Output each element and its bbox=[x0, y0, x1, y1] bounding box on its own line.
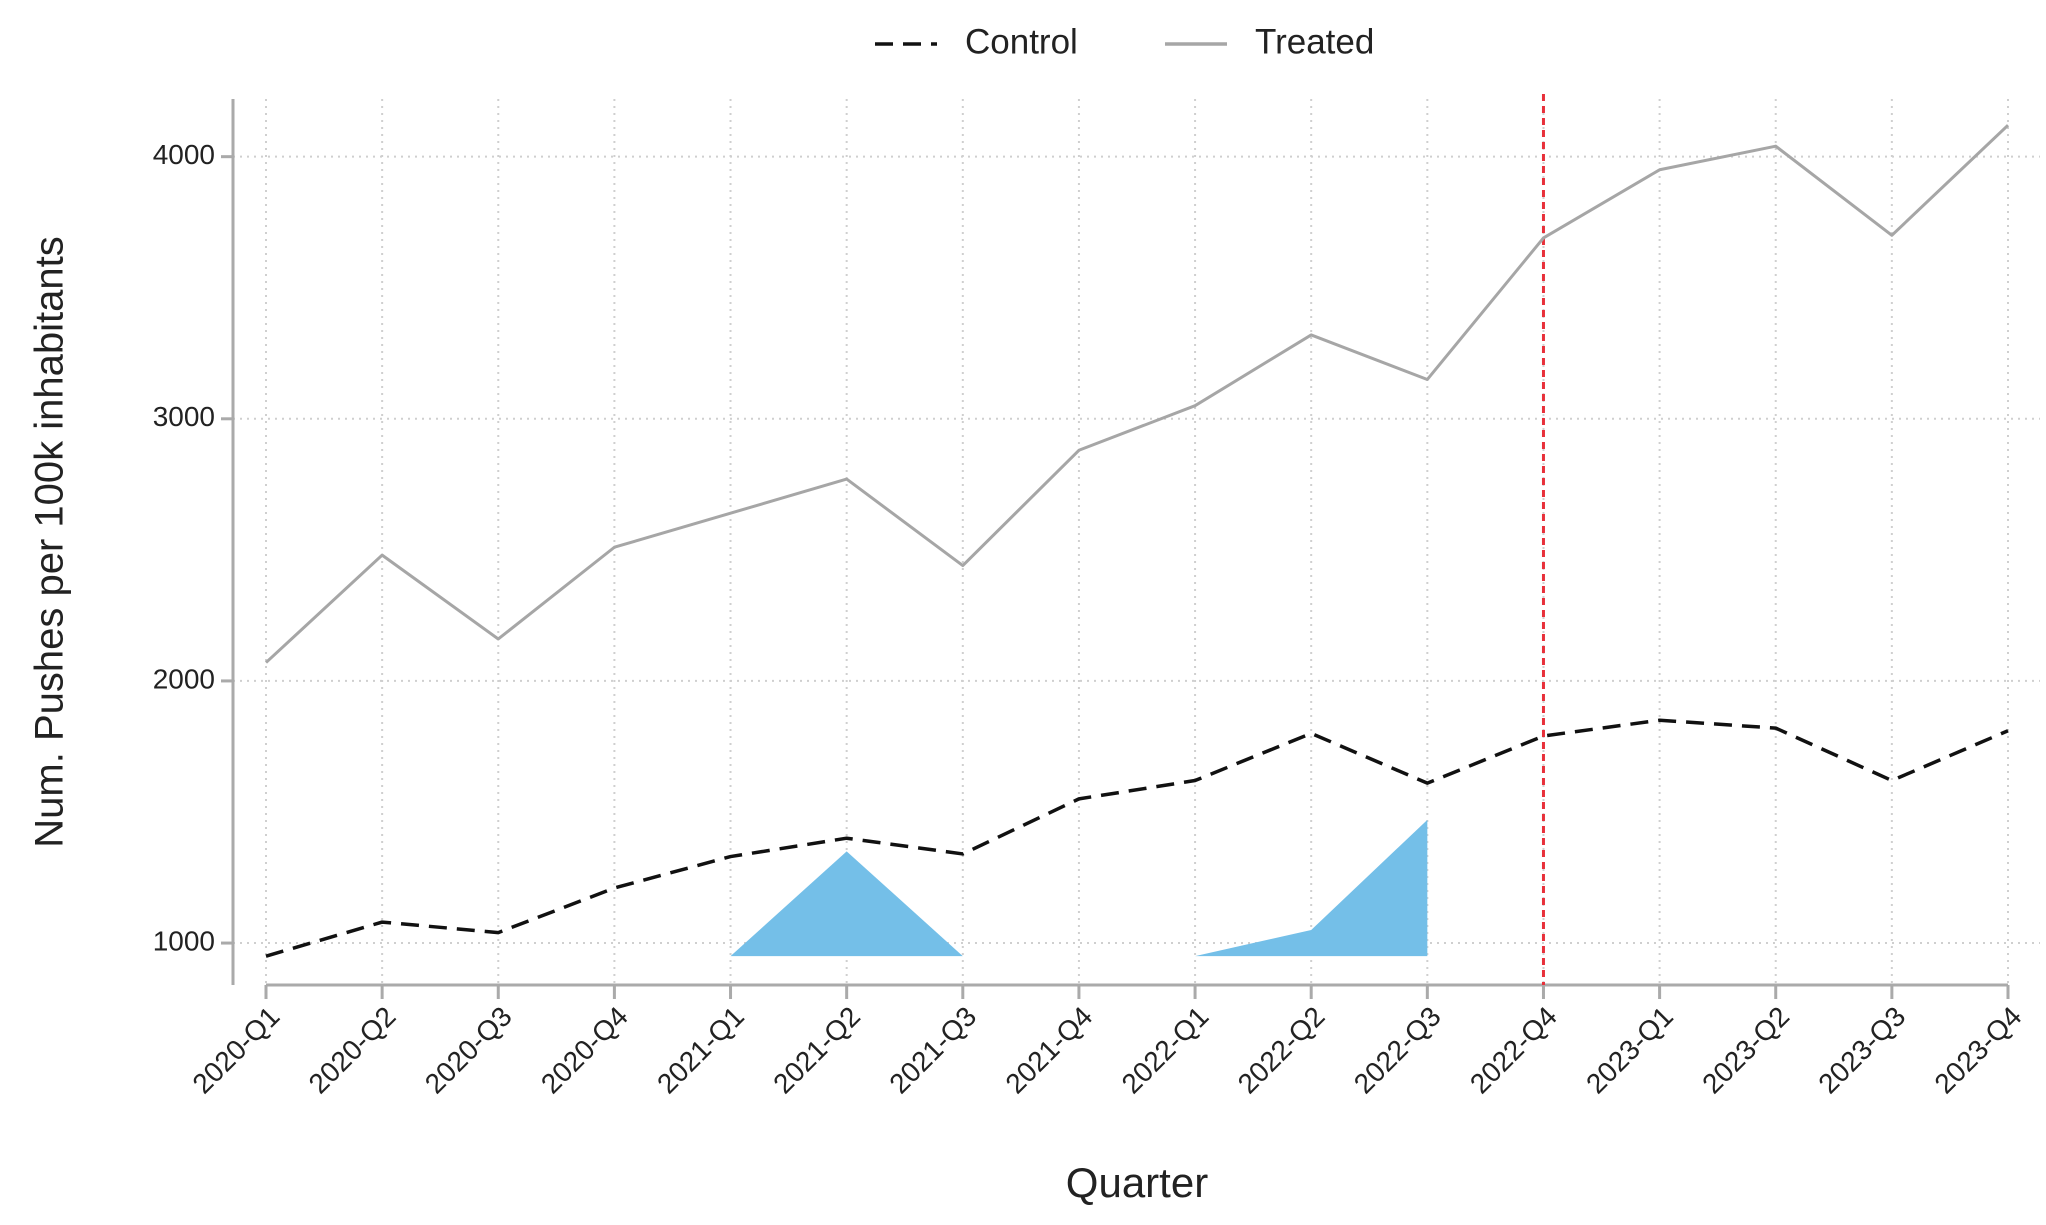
shaded-area bbox=[1195, 819, 1428, 957]
y-tick-label: 2000 bbox=[153, 663, 215, 694]
legend-label: Control bbox=[965, 22, 1078, 61]
x-tick-label: 2022-Q2 bbox=[1232, 1001, 1331, 1100]
x-tick-label: 2022-Q4 bbox=[1464, 1001, 1563, 1100]
x-tick-label: 2020-Q1 bbox=[186, 1001, 285, 1100]
series-line bbox=[265, 718, 2009, 958]
x-tick-label: 2021-Q1 bbox=[651, 1001, 750, 1100]
x-tick-label: 2023-Q4 bbox=[1928, 1001, 2027, 1100]
x-tick-label: 2022-Q3 bbox=[1348, 1001, 1447, 1100]
x-tick-label: 2023-Q3 bbox=[1812, 1001, 1911, 1100]
x-tick-label: 2022-Q1 bbox=[1116, 1001, 1215, 1100]
x-tick-label: 2023-Q2 bbox=[1696, 1001, 1795, 1100]
x-tick-label: 2021-Q2 bbox=[767, 1001, 866, 1100]
x-tick-label: 2020-Q4 bbox=[535, 1001, 634, 1100]
x-tick-label: 2020-Q2 bbox=[303, 1001, 402, 1100]
y-tick-label: 1000 bbox=[153, 925, 215, 956]
y-tick-label: 3000 bbox=[153, 401, 215, 432]
series-line bbox=[264, 124, 2010, 664]
y-axis-title: Num. Pushes per 100k inhabitants bbox=[28, 236, 72, 847]
x-tick-label: 2020-Q3 bbox=[419, 1001, 518, 1100]
x-tick-label: 2021-Q4 bbox=[999, 1001, 1098, 1100]
legend-label: Treated bbox=[1255, 22, 1374, 61]
x-tick-label: 2021-Q3 bbox=[883, 1001, 982, 1100]
y-tick-label: 4000 bbox=[153, 139, 215, 170]
shaded-area bbox=[730, 851, 963, 957]
x-axis-title: Quarter bbox=[1066, 1159, 1208, 1206]
x-tick-label: 2023-Q1 bbox=[1580, 1001, 1679, 1100]
